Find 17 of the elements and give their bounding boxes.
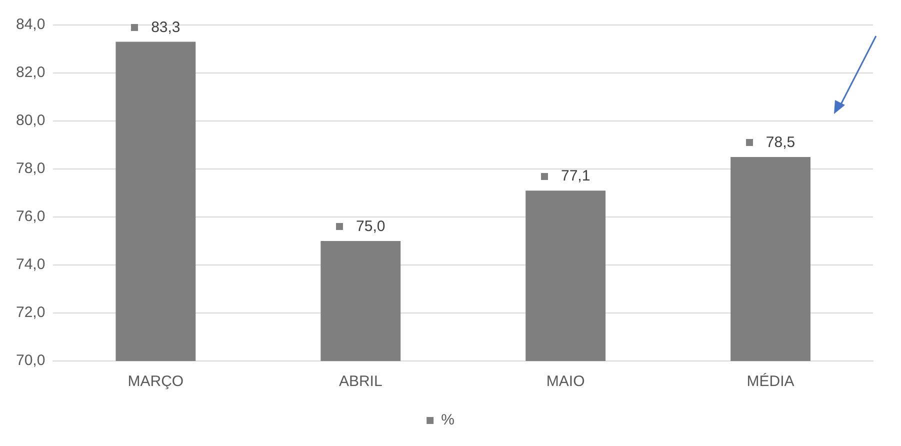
data-label: 83,3 (151, 18, 180, 36)
y-tick-label: 72,0 (16, 304, 46, 322)
y-tick-label: 70,0 (16, 352, 46, 370)
y-tick-label: 84,0 (16, 16, 46, 34)
legend-label: % (441, 412, 454, 429)
x-tick-label: ABRIL (338, 373, 382, 390)
y-tick-label: 82,0 (16, 64, 46, 82)
y-tick-label: 76,0 (16, 208, 46, 226)
data-label: 77,1 (560, 168, 590, 185)
data-label: 78,5 (766, 134, 796, 152)
x-tick-label: MÉDIA (746, 372, 794, 390)
data-label: 75,0 (356, 218, 386, 236)
x-tick-label: MARÇO (128, 373, 184, 390)
y-tick-label: 78,0 (16, 160, 46, 178)
y-tick-label: 74,0 (16, 256, 46, 274)
x-tick-label: MAIO (546, 373, 585, 390)
y-tick-label: 80,0 (16, 112, 46, 130)
